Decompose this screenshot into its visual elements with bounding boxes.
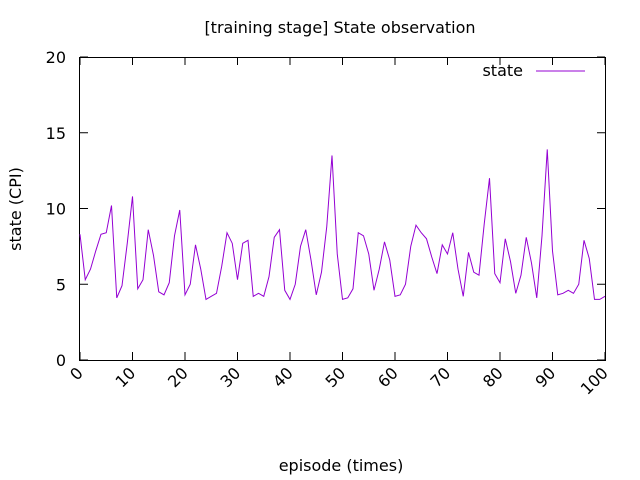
x-tick-label: 20: [164, 363, 192, 391]
x-tick-label: 50: [321, 363, 349, 391]
y-axis: 0 5 10 15 20: [46, 48, 605, 370]
series-group: [79, 149, 606, 301]
x-axis-label: episode (times): [279, 456, 404, 475]
legend-label-state: state: [482, 61, 523, 80]
y-tick-label: 5: [56, 275, 66, 294]
x-tick-label: 30: [216, 363, 244, 391]
y-tick-label: 20: [46, 48, 66, 67]
series-line-state: [79, 149, 606, 301]
x-axis: 0 10 20 30 40 50 60 70 80 90 100: [66, 57, 612, 398]
x-tick-label: 10: [111, 363, 139, 391]
plot-frame: [79, 57, 606, 361]
x-tick-label: 70: [426, 363, 454, 391]
y-axis-label: state (CPI): [6, 167, 25, 251]
y-tick-label: 10: [46, 200, 66, 219]
x-tick-label: 40: [269, 363, 297, 391]
x-tick-label: 90: [531, 363, 559, 391]
x-tick-label: 0: [66, 363, 87, 384]
chart-title: [training stage] State observation: [204, 18, 475, 37]
legend: state: [482, 61, 585, 80]
x-tick-label: 60: [374, 363, 402, 391]
y-tick-label: 0: [56, 351, 66, 370]
x-tick-label: 80: [479, 363, 507, 391]
y-tick-label: 15: [46, 124, 66, 143]
x-tick-label: 100: [577, 363, 612, 398]
